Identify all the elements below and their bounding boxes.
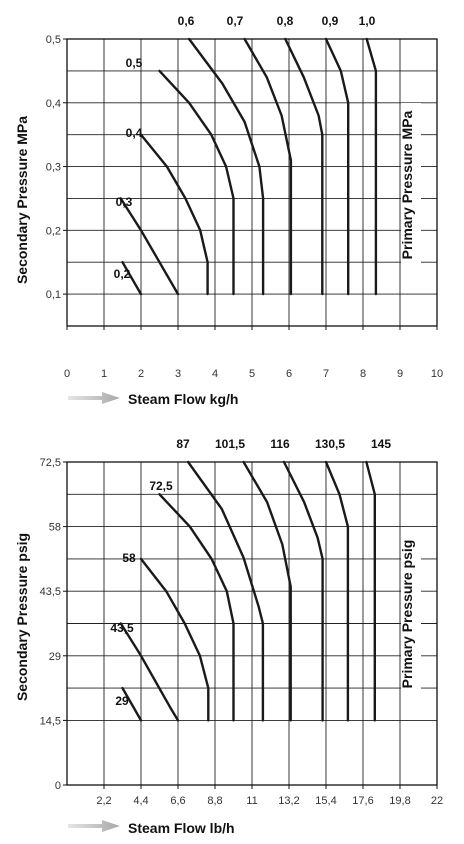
x-axis-title: Steam Flow kg/h [128, 391, 238, 407]
x-axis-title: Steam Flow lb/h [128, 820, 235, 836]
primary-pressure-curve [119, 622, 180, 722]
x-tick-label: 6,6 [170, 795, 185, 807]
y-tick-label: 0,4 [46, 98, 61, 110]
curve-label: 145 [371, 437, 391, 451]
y-tick-label: 0,2 [46, 225, 61, 237]
flow-arrow-icon [68, 392, 120, 404]
curve-label: 116 [270, 437, 290, 451]
primary-pressure-title: Primary Pressure MPa [399, 110, 415, 259]
x-tick-label: 19,8 [389, 795, 410, 807]
curve-label: 43,5 [110, 621, 134, 635]
x-tick-label: 17,6 [352, 795, 373, 807]
curve-label: 0,4 [126, 126, 143, 140]
primary-pressure-curve [243, 37, 293, 296]
primary-pressure-curve [186, 460, 265, 722]
y-tick-label: 72,5 [40, 457, 61, 469]
curve-label: 87 [176, 437, 190, 451]
x-tick-label: 3 [175, 368, 181, 380]
y-tick-label: 0,1 [46, 289, 61, 301]
x-tick-label: 15,4 [315, 795, 336, 807]
x-tick-label: 4 [212, 368, 218, 380]
y-tick-label: 14,5 [40, 715, 61, 727]
x-tick-label: 4,4 [133, 795, 148, 807]
curve-label: 101,5 [215, 437, 245, 451]
primary-pressure-curve [365, 37, 378, 296]
curve-label: 72,5 [149, 479, 173, 493]
primary-pressure-title: Primary Pressure psig [399, 540, 415, 689]
curve-label: 0,2 [114, 267, 131, 281]
x-tick-label: 2,2 [96, 795, 111, 807]
y-tick-label: 29 [49, 651, 61, 663]
curve-label: 0,9 [322, 14, 339, 28]
curve-label: 29 [115, 694, 129, 708]
primary-pressure-curve [324, 460, 350, 722]
x-tick-label: 7 [323, 368, 329, 380]
x-tick-label: 0 [64, 368, 70, 380]
x-tick-label: 22 [431, 795, 443, 807]
primary-pressure-curve [365, 460, 376, 722]
y-tick-label: 43,5 [40, 586, 61, 598]
primary-pressure-curve [121, 261, 143, 296]
curve-label: 1,0 [359, 14, 376, 28]
y-tick-label: 58 [49, 522, 61, 534]
x-tick-label: 8 [360, 368, 366, 380]
primary-pressure-curve [187, 37, 265, 296]
primary-pressure-curve [139, 133, 209, 296]
x-tick-label: 9 [397, 368, 403, 380]
chart-metric: 0,1 0,2 0,3 0,4 0,5 0 1 2 3 4 5 6 7 8 9 10 0,2 0,3 0,4 0,5 0… [14, 14, 443, 407]
x-tick-label: 10 [431, 368, 443, 380]
right-title-backing [401, 103, 421, 267]
curve-label: 0,3 [116, 195, 133, 209]
curve-label: 0,5 [126, 56, 143, 70]
primary-pressure-curve [158, 69, 235, 296]
primary-pressure-curve [282, 460, 324, 722]
chart-imperial: 0 14,5 29 43,5 58 72,5 2,2 4,4 6,6 8,8 11 13,2 15,4 1… [14, 437, 443, 836]
curve-label: 0,8 [277, 14, 294, 28]
curve-label: 0,7 [227, 14, 244, 28]
y-tick-label: 0,5 [46, 34, 61, 46]
primary-pressure-curve [119, 197, 180, 296]
primary-pressure-curve [158, 493, 235, 722]
flow-arrow-icon [68, 820, 120, 832]
primary-pressure-curve [121, 686, 143, 722]
primary-pressure-curve [284, 37, 324, 296]
primary-pressure-curve [139, 557, 210, 722]
primary-pressure-curve [324, 37, 350, 296]
x-tick-label: 6 [286, 368, 292, 380]
y-axis-title: Secondary Pressure psig [14, 533, 30, 701]
primary-pressure-curve [242, 460, 292, 722]
x-tick-label: 13,2 [278, 795, 299, 807]
curve-label: 130,5 [315, 437, 345, 451]
y-tick-label: 0,3 [46, 162, 61, 174]
x-tick-label: 1 [101, 368, 107, 380]
x-tick-label: 8,8 [207, 795, 222, 807]
right-title-backing [401, 532, 421, 696]
curve-label: 0,6 [178, 14, 195, 28]
y-axis-title: Secondary Pressure MPa [14, 116, 30, 284]
x-tick-label: 5 [249, 368, 255, 380]
y-tick-label: 0 [55, 780, 61, 792]
x-tick-label: 2 [138, 368, 144, 380]
curve-label: 58 [122, 551, 136, 565]
x-tick-label: 11 [246, 795, 257, 807]
